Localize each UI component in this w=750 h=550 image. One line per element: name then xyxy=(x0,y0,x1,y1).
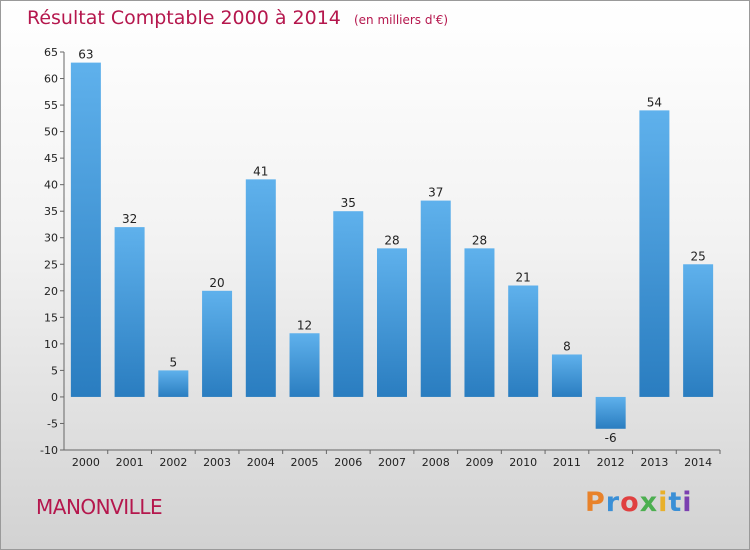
x-tick-label: 2011 xyxy=(553,456,581,469)
data-label-2009: 28 xyxy=(472,233,487,247)
x-tick-label: 2007 xyxy=(378,456,406,469)
bar-2007 xyxy=(377,248,407,397)
title-row: Résultat Comptable 2000 à 2014 (en milli… xyxy=(27,7,448,29)
y-tick-label: -5 xyxy=(47,417,58,430)
x-tick-label: 2013 xyxy=(640,456,668,469)
x-tick-label: 2009 xyxy=(465,456,493,469)
y-tick-label: 55 xyxy=(44,99,58,112)
bar-2014 xyxy=(683,264,714,397)
bars: 63 32 5 20 41 12 35 28 37 28 21 8 -6 54 25 xyxy=(70,48,714,445)
chart-title: Résultat Comptable 2000 à 2014 xyxy=(27,7,341,29)
data-label-2012: -6 xyxy=(605,431,617,445)
brand-letter: t xyxy=(668,487,683,518)
brand-letter: P xyxy=(585,487,606,518)
bar-2008 xyxy=(420,200,451,397)
bar-2006 xyxy=(333,211,364,397)
x-tick-label: 2008 xyxy=(422,456,450,469)
y-tick-label: 65 xyxy=(44,46,58,59)
y-tick-label: 50 xyxy=(44,126,58,139)
bar-2005 xyxy=(289,333,320,397)
x-tick-label: 2003 xyxy=(203,456,231,469)
bar-2009 xyxy=(464,248,495,397)
bar-2012 xyxy=(595,396,626,429)
x-tick-label: 2004 xyxy=(247,456,275,469)
bar-2002 xyxy=(158,370,189,397)
y-tick-label: 0 xyxy=(51,391,58,404)
data-label-2003: 20 xyxy=(209,276,224,290)
bar-2004 xyxy=(245,179,276,397)
x-tick-label: 2001 xyxy=(116,456,144,469)
x-tick-label: 2006 xyxy=(334,456,362,469)
bar-2010 xyxy=(508,285,539,397)
brand-letter: x xyxy=(639,487,659,518)
x-tick-label: 2010 xyxy=(509,456,537,469)
data-label-2005: 12 xyxy=(297,318,312,332)
bar-2011 xyxy=(551,354,582,397)
data-label-2008: 37 xyxy=(428,186,443,200)
y-tick-label: 15 xyxy=(44,311,58,324)
data-label-2002: 5 xyxy=(170,355,178,369)
x-tick-label: 2014 xyxy=(684,456,712,469)
y-tick-label: 40 xyxy=(44,179,58,192)
brand-letter: i xyxy=(658,487,669,518)
bar-2000 xyxy=(70,62,101,397)
data-label-2001: 32 xyxy=(122,212,137,226)
data-label-2004: 41 xyxy=(253,164,268,178)
y-tick-label: 45 xyxy=(44,152,58,165)
x-tick-label: 2002 xyxy=(159,456,187,469)
data-label-2014: 25 xyxy=(690,249,705,263)
y-tick-label: 35 xyxy=(44,205,58,218)
axes: -10 -5 0 5 10 15 20 25 30 35 40 45 50 55 60 65 2000 2001 2… xyxy=(40,46,721,469)
bar-2013 xyxy=(639,110,670,397)
x-tick-label: 2012 xyxy=(597,456,625,469)
brand-letter: r xyxy=(605,487,621,518)
x-tick-label: 2000 xyxy=(72,456,100,469)
y-tick-label: 30 xyxy=(44,232,58,245)
brand-logo: Proxiti xyxy=(585,487,693,518)
y-tick-label: 20 xyxy=(44,285,58,298)
data-label-2000: 63 xyxy=(78,48,93,62)
bar-2003 xyxy=(202,290,233,397)
y-tick-label: 60 xyxy=(44,73,58,86)
y-tick-label: -10 xyxy=(40,444,58,457)
brand-letter: i xyxy=(682,487,693,518)
chart-subtitle: (en milliers d'€) xyxy=(353,13,449,27)
data-label-2013: 54 xyxy=(647,95,662,109)
town-name: MANONVILLE xyxy=(36,495,163,519)
data-label-2007: 28 xyxy=(384,233,399,247)
bar-2001 xyxy=(114,227,145,397)
y-tick-label: 10 xyxy=(44,338,58,351)
data-label-2006: 35 xyxy=(341,196,356,210)
y-tick-label: 25 xyxy=(44,258,58,271)
x-tick-label: 2005 xyxy=(291,456,319,469)
brand-letter: o xyxy=(620,487,640,518)
y-tick-label: 5 xyxy=(51,364,58,377)
data-label-2011: 8 xyxy=(563,339,571,353)
data-label-2010: 21 xyxy=(516,270,531,284)
